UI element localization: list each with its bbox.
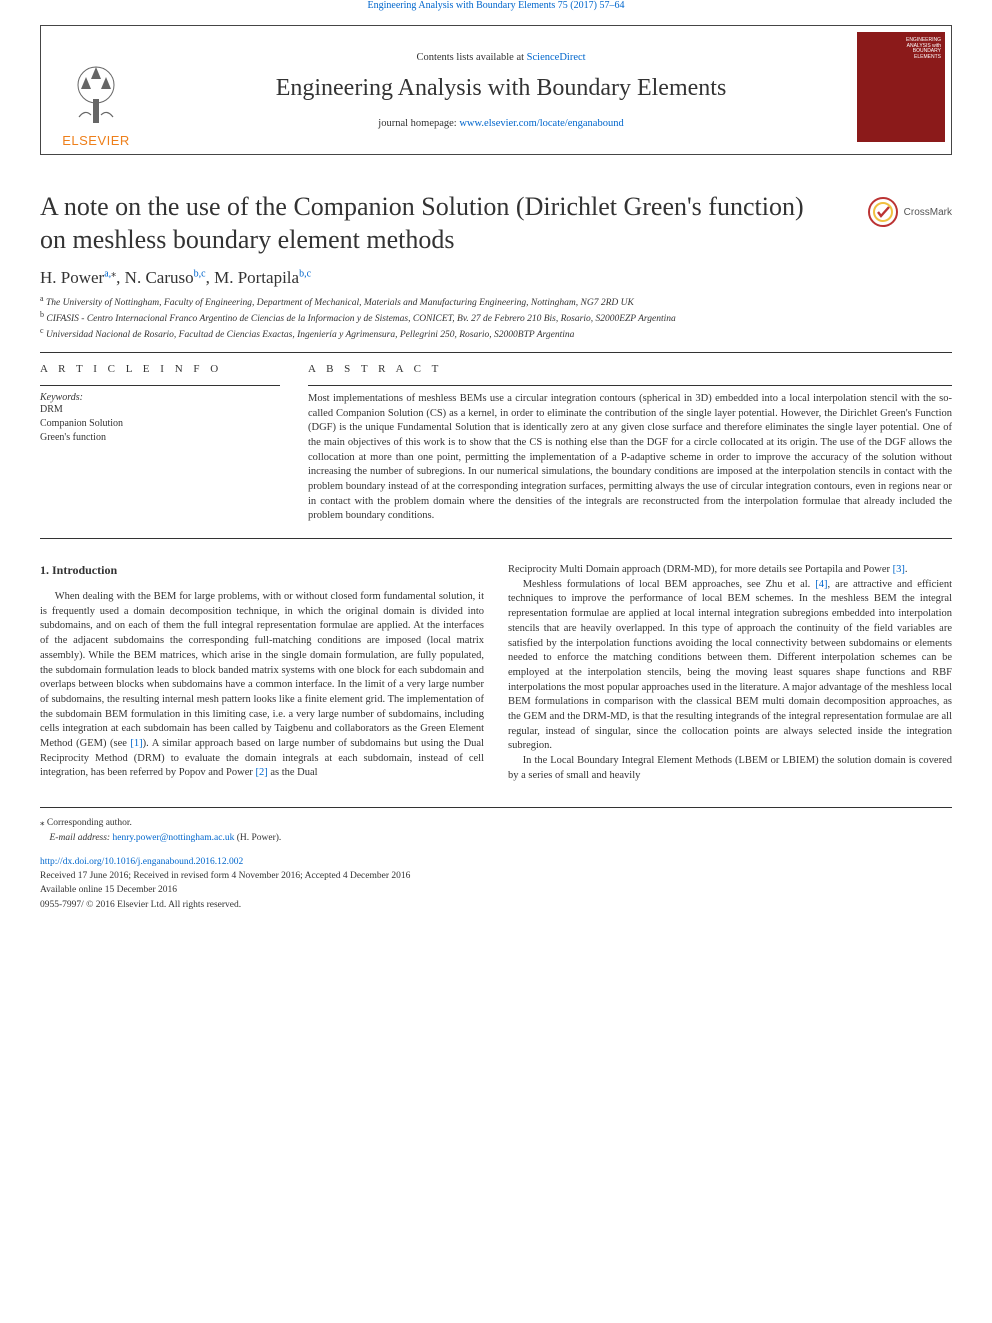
text-run: . [905,564,908,575]
body-columns: 1. Introduction When dealing with the BE… [40,563,952,783]
footer: ⁎ Corresponding author. E-mail address: … [40,807,952,912]
text-run: Reciprocity Multi Domain approach (DRM-M… [508,564,893,575]
author-sep: , [116,268,125,287]
copyright-line: 0955-7997/ © 2016 Elsevier Ltd. All righ… [40,898,952,912]
author-1: H. Power [40,268,104,287]
crossmark-badge[interactable]: CrossMark [868,197,952,227]
divider [308,385,952,386]
keywords-label: Keywords: [40,392,280,403]
author-sep: , [206,268,215,287]
paragraph: Reciprocity Multi Domain approach (DRM-M… [508,563,952,578]
journal-homepage: journal homepage: www.elsevier.com/locat… [378,118,623,129]
online-line: Available online 15 December 2016 [40,883,952,897]
paragraph: In the Local Boundary Integral Element M… [508,754,952,783]
divider [40,385,280,386]
journal-header: ELSEVIER Contents lists available at Sci… [40,25,952,155]
issue-citation-link[interactable]: Engineering Analysis with Boundary Eleme… [368,0,625,11]
dates-line: Received 17 June 2016; Received in revis… [40,869,952,883]
corresponding-author: ⁎ Corresponding author. [40,816,952,830]
ref-link-3[interactable]: [3] [893,564,905,575]
journal-cover: ENGINEERINGANALYSIS withBOUNDARYELEMENTS [851,26,951,154]
star-icon: ⁎ [40,817,45,827]
ref-link-4[interactable]: [4] [815,579,827,590]
text-run: as the Dual [268,767,318,778]
abstract: A B S T R A C T Most implementations of … [308,363,952,524]
body-col-right: Reciprocity Multi Domain approach (DRM-M… [508,563,952,783]
email-label: E-mail address: [50,833,113,843]
abstract-heading: A B S T R A C T [308,363,952,375]
homepage-prefix: journal homepage: [378,118,459,129]
homepage-link[interactable]: www.elsevier.com/locate/enganabound [459,118,623,129]
header-center: Contents lists available at ScienceDirec… [151,26,851,154]
author-2-aff[interactable]: b,c [194,268,206,279]
crossmark-icon [868,197,898,227]
doi-link[interactable]: http://dx.doi.org/10.1016/j.enganabound.… [40,857,243,867]
keyword: Companion Solution [40,417,280,431]
text-run: Meshless formulations of local BEM appro… [523,579,816,590]
body-col-left: 1. Introduction When dealing with the BE… [40,563,484,783]
divider [40,538,952,539]
elsevier-tree-icon [61,59,131,129]
email-who: (H. Power). [234,833,281,843]
author-2: N. Caruso [125,268,194,287]
affiliation-b: b CIFASIS - Centro Internacional Franco … [40,310,952,326]
author-list: H. Powera,⁎, N. Carusob,c, M. Portapilab… [40,268,952,288]
title-block: A note on the use of the Companion Solut… [40,191,952,256]
author-3-aff[interactable]: b,c [299,268,311,279]
affiliation-c-text: Universidad Nacional de Rosario, Faculta… [46,330,574,340]
sciencedirect-link[interactable]: ScienceDirect [527,52,586,63]
text-run: When dealing with the BEM for large prob… [40,591,484,749]
affiliations: a The University of Nottingham, Faculty … [40,294,952,342]
keyword: DRM [40,403,280,417]
info-abstract-row: A R T I C L E I N F O Keywords: DRM Comp… [40,363,952,524]
abstract-text: Most implementations of meshless BEMs us… [308,392,952,524]
author-3: M. Portapila [214,268,299,287]
article-title: A note on the use of the Companion Solut… [40,191,952,256]
cover-label: ENGINEERINGANALYSIS withBOUNDARYELEMENTS [906,38,941,60]
email-link[interactable]: henry.power@nottingham.ac.uk [112,833,234,843]
section-heading-1: 1. Introduction [40,563,484,578]
elsevier-logo: ELSEVIER [41,26,151,154]
paragraph: Meshless formulations of local BEM appro… [508,578,952,754]
elsevier-wordmark: ELSEVIER [62,133,130,148]
contents-prefix: Contents lists available at [416,52,526,63]
crossmark-label: CrossMark [904,207,952,218]
affiliation-a-text: The University of Nottingham, Faculty of… [46,298,634,308]
ref-link-1[interactable]: [1] [130,738,142,749]
doi-line: http://dx.doi.org/10.1016/j.enganabound.… [40,855,952,869]
corr-text: Corresponding author. [47,818,132,828]
article-info: A R T I C L E I N F O Keywords: DRM Comp… [40,363,280,524]
affiliation-a: a The University of Nottingham, Faculty … [40,294,952,310]
keyword: Green's function [40,431,280,445]
email-line: E-mail address: henry.power@nottingham.a… [40,831,952,845]
paragraph: When dealing with the BEM for large prob… [40,590,484,781]
issue-citation: Engineering Analysis with Boundary Eleme… [0,0,992,11]
cover-thumbnail: ENGINEERINGANALYSIS withBOUNDARYELEMENTS [857,32,945,142]
journal-name: Engineering Analysis with Boundary Eleme… [276,75,727,102]
text-run: , are attractive and efficient technique… [508,579,952,752]
divider [40,352,952,353]
contents-available: Contents lists available at ScienceDirec… [416,52,585,63]
ref-link-2[interactable]: [2] [255,767,267,778]
affiliation-b-text: CIFASIS - Centro Internacional Franco Ar… [46,314,675,324]
affiliation-c: c Universidad Nacional de Rosario, Facul… [40,326,952,342]
article-info-heading: A R T I C L E I N F O [40,363,280,375]
